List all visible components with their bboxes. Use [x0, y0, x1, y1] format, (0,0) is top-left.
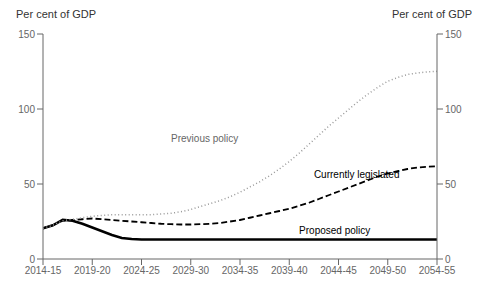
svg-text:Previous policy: Previous policy: [171, 133, 238, 144]
svg-text:2034-35: 2034-35: [222, 265, 259, 276]
svg-text:Currently legislated: Currently legislated: [314, 169, 400, 180]
html-text:Per cent of GDP: Per cent of GDP: [16, 8, 97, 20]
svg-text:2014-15: 2014-15: [25, 265, 62, 276]
svg-text:100: 100: [445, 104, 462, 115]
svg-text:2029-30: 2029-30: [172, 265, 209, 276]
svg-text:2039-40: 2039-40: [271, 265, 308, 276]
svg-text:2049-50: 2049-50: [369, 265, 406, 276]
svg-text:150: 150: [18, 29, 35, 40]
svg-text:0: 0: [445, 254, 451, 265]
svg-text:0: 0: [29, 254, 35, 265]
svg-text:50: 50: [24, 179, 36, 190]
svg-text:2044-45: 2044-45: [320, 265, 357, 276]
svg-text:2054-55: 2054-55: [419, 265, 456, 276]
svg-text:50: 50: [445, 179, 457, 190]
svg-text:100: 100: [18, 104, 35, 115]
svg-text:2019-20: 2019-20: [74, 265, 111, 276]
svg-text:2024-25: 2024-25: [123, 265, 160, 276]
svg-text:150: 150: [445, 29, 462, 40]
svg-text:Proposed policy: Proposed policy: [299, 225, 370, 236]
html-text:Per cent of GDP: Per cent of GDP: [391, 8, 472, 20]
